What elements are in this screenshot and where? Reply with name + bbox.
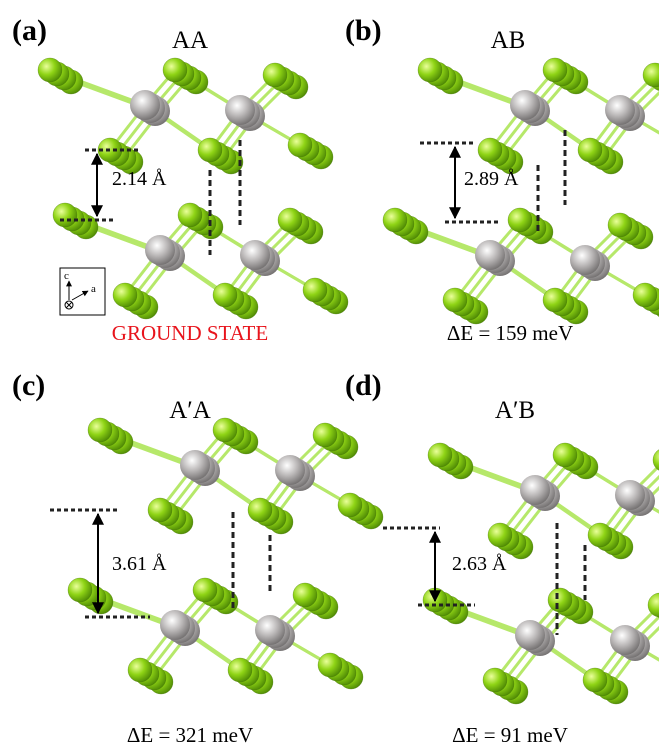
panel-caption: ΔE = 91 meV [452, 723, 568, 747]
atom [180, 450, 210, 480]
atom [542, 287, 568, 313]
distance-label: 2.89 Å [464, 168, 519, 190]
crystal-layer [67, 577, 364, 695]
panel-caption: ΔE = 159 meV [447, 321, 573, 345]
axis-out-of-plane [64, 300, 74, 310]
atom [287, 132, 313, 158]
atom [292, 582, 318, 608]
atom [87, 417, 113, 443]
atom [160, 610, 190, 640]
atom [212, 417, 238, 443]
axis-out-of-plane [65, 301, 73, 309]
atom [542, 57, 568, 83]
atom [240, 240, 270, 270]
atom [507, 207, 533, 233]
atom [275, 455, 305, 485]
atom [302, 277, 328, 303]
atom [197, 137, 223, 163]
axis-arrow [71, 290, 89, 301]
atom [127, 657, 153, 683]
bond [633, 116, 659, 135]
panel-title: A′A [169, 397, 211, 424]
atom [552, 442, 578, 468]
atom [145, 235, 175, 265]
atom [277, 207, 303, 233]
atom [610, 625, 640, 655]
panel-title: A′B [495, 397, 535, 424]
atom [442, 287, 468, 313]
atom [632, 282, 658, 308]
atom [52, 202, 78, 228]
panel-caption: GROUND STATE [112, 321, 268, 345]
atom [177, 202, 203, 228]
atom [112, 282, 138, 308]
atom [130, 90, 160, 120]
atom [615, 480, 645, 510]
atom [477, 137, 503, 163]
crystal-layer [417, 57, 659, 175]
atom [317, 652, 343, 678]
atom [570, 245, 600, 275]
crystal-layer [52, 202, 349, 320]
atom [582, 667, 608, 693]
atom [262, 62, 288, 88]
panel-label: (d) [345, 369, 382, 402]
atom [67, 577, 93, 603]
panel-label: (b) [345, 14, 382, 47]
atom [547, 587, 573, 613]
panel-title: AB [491, 27, 526, 54]
atom [212, 282, 238, 308]
atom [607, 212, 633, 238]
distance-label: 2.14 Å [112, 168, 167, 190]
atom [37, 57, 63, 83]
atom [247, 497, 273, 523]
atom [382, 207, 408, 233]
atom [515, 620, 545, 650]
crystal-layer [87, 417, 384, 535]
atom [255, 615, 285, 645]
panel-title: AA [172, 27, 208, 54]
atom [482, 667, 508, 693]
atom [147, 497, 173, 523]
panel-label: (a) [12, 14, 47, 47]
distance-label: 2.63 Å [452, 553, 507, 575]
atom [162, 57, 188, 83]
atom [417, 57, 443, 83]
atom [605, 95, 635, 125]
crystal-layer [382, 207, 659, 325]
panel-caption: ΔE = 321 meV [127, 723, 253, 747]
atom [652, 449, 659, 471]
bond [638, 646, 659, 662]
atom [520, 475, 550, 505]
atom [510, 90, 540, 120]
atom [475, 240, 505, 270]
atom [487, 522, 513, 548]
axis-label: a [91, 283, 96, 295]
atom [312, 422, 338, 448]
atom [647, 592, 659, 618]
atom [587, 522, 613, 548]
bond [643, 501, 659, 514]
atom [227, 657, 253, 683]
atom [192, 577, 218, 603]
atom [337, 492, 363, 518]
crystal-layer [37, 57, 334, 175]
atom [427, 442, 453, 468]
crystal-layer [427, 442, 659, 560]
panel-label: (c) [12, 369, 45, 402]
atom [577, 137, 603, 163]
atom [642, 62, 659, 88]
atom [225, 95, 255, 125]
distance-label: 3.61 Å [112, 553, 167, 575]
axis-label: c [64, 270, 69, 282]
crystal-layer [422, 587, 659, 705]
